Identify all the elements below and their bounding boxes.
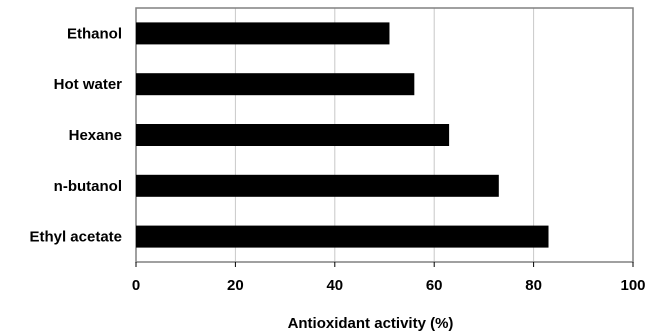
category-label: Ethyl acetate <box>29 229 122 246</box>
bar <box>136 174 499 197</box>
x-tick-label: 20 <box>227 277 244 294</box>
x-tick-label: 40 <box>326 277 343 294</box>
category-label: Hexane <box>69 127 122 144</box>
x-tick-label: 60 <box>426 277 443 294</box>
category-label: Hot water <box>54 76 123 93</box>
x-tick-label: 0 <box>132 277 140 294</box>
bar <box>136 22 390 45</box>
bar <box>136 225 549 248</box>
bar <box>136 73 415 96</box>
x-tick-label: 80 <box>525 277 542 294</box>
bars <box>136 22 549 248</box>
x-tick-label: 100 <box>620 277 645 294</box>
x-axis-ticks: 0 20 40 60 80 100 <box>132 262 646 294</box>
x-axis-title: Antioxidant activity (%) <box>288 315 454 332</box>
category-labels: Ethanol Hot water Hexane n-butanol Ethyl ace… <box>29 25 122 245</box>
category-label: Ethanol <box>67 25 122 42</box>
category-label: n-butanol <box>54 178 122 195</box>
bar <box>136 124 450 146</box>
